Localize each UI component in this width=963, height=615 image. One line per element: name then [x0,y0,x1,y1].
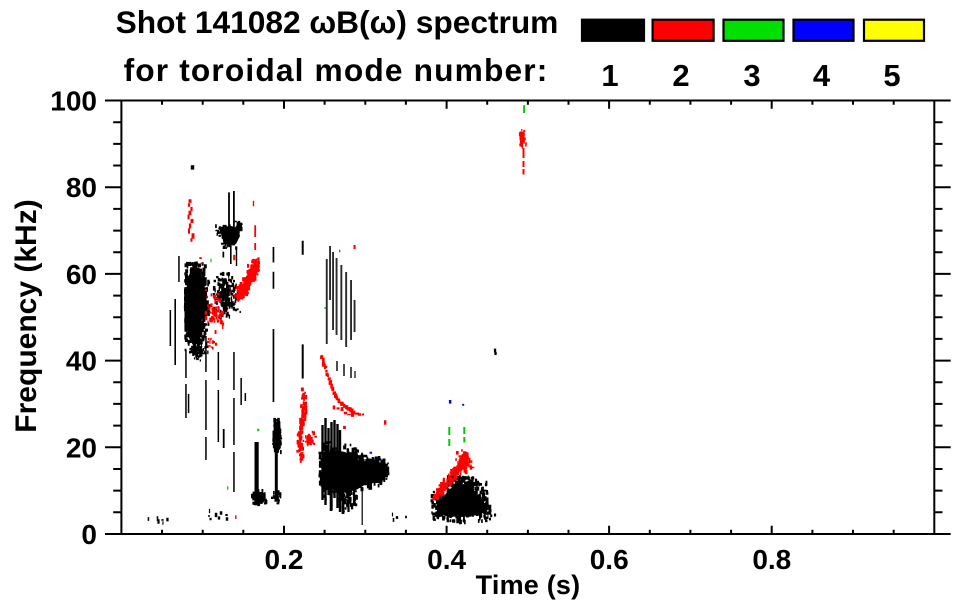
svg-text:40: 40 [66,346,97,377]
svg-text:1: 1 [601,58,618,93]
svg-text:5: 5 [883,58,900,93]
svg-text:0.2: 0.2 [265,544,304,575]
svg-text:0.6: 0.6 [590,544,629,575]
svg-text:60: 60 [66,259,97,290]
svg-text:2: 2 [672,58,689,93]
svg-text:80: 80 [66,172,97,203]
svg-text:Frequency (kHz): Frequency (kHz) [10,199,43,432]
svg-text:20: 20 [66,432,97,463]
svg-text:Shot 141082 ωB(ω) spectrum: Shot 141082 ωB(ω) spectrum [116,4,559,40]
svg-text:0.4: 0.4 [427,544,466,575]
svg-text:0: 0 [81,519,97,550]
svg-text:100: 100 [50,86,97,117]
svg-text:4: 4 [813,58,831,93]
svg-text:3: 3 [743,58,760,93]
svg-text:0.8: 0.8 [752,544,791,575]
svg-text:Time (s): Time (s) [476,570,581,600]
svg-text:for toroidal mode number:: for toroidal mode number: [124,52,549,88]
